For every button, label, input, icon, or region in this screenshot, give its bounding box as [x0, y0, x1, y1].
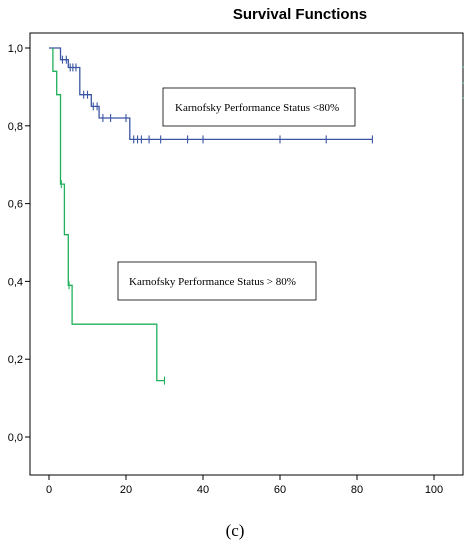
y-tick-label: 0,4 — [8, 276, 23, 288]
y-tick-label: 0,2 — [8, 354, 23, 366]
y-tick-label: 0,8 — [8, 121, 23, 133]
series-line-0 — [49, 47, 373, 141]
annotation-low-kps: Karnofsky Performance Status <80% — [175, 102, 339, 114]
chart-title: Survival Functions — [233, 6, 367, 23]
right-edge-marks — [462, 66, 464, 99]
annotation-box-low-kps: Karnofsky Performance Status <80% — [162, 87, 356, 127]
edge-mark — [462, 82, 464, 84]
x-tick-label: 100 — [425, 484, 443, 496]
x-axis: 0 20 40 60 80 100 — [46, 475, 443, 496]
y-tick-label: 0,0 — [8, 432, 23, 444]
x-tick-label: 0 — [46, 484, 52, 496]
annotation-box-frame — [162, 87, 356, 127]
series-layer — [49, 47, 373, 385]
x-tick-label: 80 — [351, 484, 363, 496]
x-tick-label: 60 — [274, 484, 286, 496]
y-tick-label: 0,6 — [8, 199, 23, 211]
y-tick-label: 1,0 — [8, 43, 23, 55]
panel-label: (c) — [226, 521, 245, 540]
edge-mark — [462, 97, 464, 99]
annotation-box-frame — [117, 261, 317, 301]
y-axis: 0,0 0,2 0,4 0,6 0,8 1,0 — [8, 43, 30, 444]
series-line-1 — [52, 48, 165, 382]
annotation-box-high-kps: Karnofsky Performance Status > 80% — [117, 261, 317, 301]
plot-frame — [29, 32, 464, 476]
x-tick-label: 40 — [197, 484, 209, 496]
annotation-high-kps: Karnofsky Performance Status > 80% — [129, 276, 296, 288]
x-tick-label: 20 — [120, 484, 132, 496]
edge-mark — [462, 66, 464, 68]
